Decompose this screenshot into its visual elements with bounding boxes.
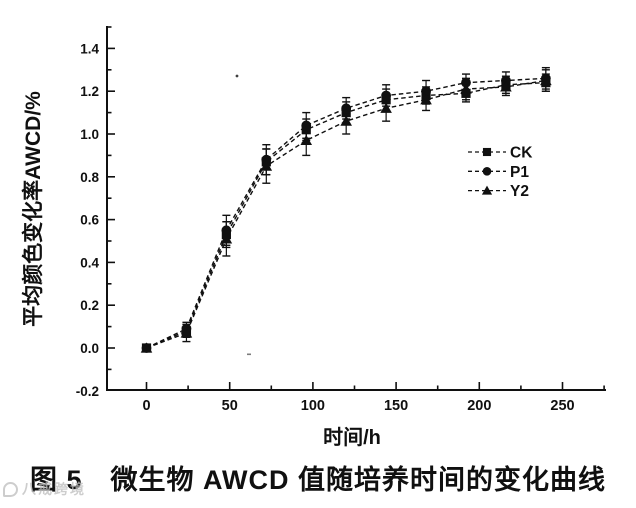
watermark-text: 八戒跨境 — [22, 481, 86, 497]
x-tick-labels: 0 50 100 150 200 250 — [142, 398, 574, 414]
legend-label: CK — [510, 145, 533, 162]
x-tick-label: 0 — [142, 398, 150, 414]
axis-ticks — [107, 26, 605, 390]
y-tick-label: 0.8 — [80, 170, 99, 185]
legend-item-P1: P1 — [468, 164, 529, 181]
legend-label: P1 — [510, 164, 529, 181]
series-Y2 — [140, 69, 552, 353]
y-tick-label: 1.2 — [80, 84, 99, 99]
x-tick-label: 200 — [467, 398, 491, 414]
scan-specks — [235, 74, 251, 356]
watermark: 八戒跨境 — [3, 479, 86, 499]
y-tick-label: -0.2 — [76, 384, 99, 399]
x-tick-label: 100 — [301, 398, 325, 414]
x-tick-label: 250 — [550, 398, 574, 414]
awcd-line-chart: -0.2 0.0 0.2 0.4 0.6 0.8 1.0 1.2 1.4 0 50 100 150 200… — [21, 26, 606, 449]
x-axis-title: 时间/h — [323, 426, 381, 449]
y-tick-label: 0.0 — [80, 341, 99, 356]
y-tick-label: 0.6 — [80, 213, 99, 228]
legend-item-CK: CK — [468, 145, 533, 162]
y-tick-label: 0.2 — [80, 298, 99, 313]
y-axis-title: 平均颜色变化率AWCD/% — [21, 91, 45, 327]
y-tick-labels: -0.2 0.0 0.2 0.4 0.6 0.8 1.0 1.2 1.4 — [76, 41, 100, 398]
x-tick-label: 50 — [222, 398, 238, 414]
legend-item-Y2: Y2 — [468, 183, 529, 200]
y-tick-label: 1.0 — [80, 127, 99, 142]
legend: CK P1 Y2 — [468, 145, 533, 200]
legend-label: Y2 — [510, 183, 529, 200]
plot-axes — [106, 26, 606, 391]
watermark-logo-icon — [3, 481, 18, 497]
y-tick-label: 1.4 — [80, 41, 99, 56]
x-tick-label: 150 — [384, 398, 408, 414]
figure-caption: 图 5 微生物 AWCD 值随培养时间的变化曲线 — [29, 465, 606, 495]
y-tick-label: 0.4 — [80, 255, 99, 270]
